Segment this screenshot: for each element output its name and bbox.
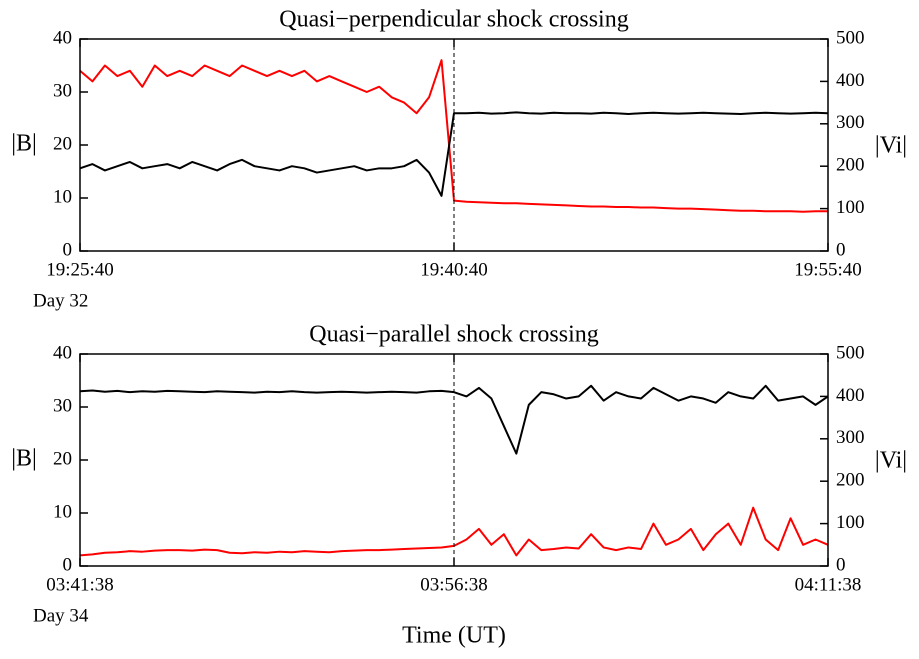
y2-tick-label: 0 [836, 239, 846, 260]
y2-tick-label: 200 [836, 155, 865, 176]
y-tick-label: 20 [53, 448, 72, 469]
y2-tick-label: 200 [836, 470, 865, 491]
y2-axis-label: |Vi| [875, 133, 907, 159]
x-tick-label: 04:11:38 [795, 574, 862, 595]
x-axis-label: Time (UT) [402, 623, 506, 649]
y-tick-label: 30 [53, 395, 72, 416]
y-tick-label: 10 [53, 501, 72, 522]
y2-tick-label: 300 [836, 427, 865, 448]
day-label: Day 32 [33, 290, 88, 311]
y2-tick-label: 500 [836, 342, 865, 363]
day-label: Day 34 [33, 605, 89, 626]
x-tick-label: 03:56:38 [420, 574, 488, 595]
y2-tick-label: 100 [836, 512, 865, 533]
y-tick-label: 40 [53, 27, 72, 48]
y-tick-label: 30 [53, 80, 72, 101]
y-tick-label: 20 [53, 133, 72, 154]
y2-tick-label: 400 [836, 70, 865, 91]
x-tick-label: 19:40:40 [420, 259, 488, 280]
y-tick-label: 10 [53, 186, 72, 207]
y2-tick-label: 0 [836, 554, 846, 575]
chart-title: Quasi−perpendicular shock crossing [279, 7, 628, 33]
y-axis-label: |B| [11, 446, 37, 472]
y2-tick-label: 400 [836, 385, 865, 406]
y-tick-label: 0 [63, 239, 73, 260]
y2-tick-label: 100 [836, 197, 865, 218]
y-axis-label: |B| [11, 131, 37, 157]
y2-axis-label: |Vi| [875, 448, 907, 474]
y2-tick-label: 500 [836, 27, 865, 48]
y-tick-label: 40 [53, 342, 72, 363]
y2-tick-label: 300 [836, 112, 865, 133]
x-tick-label: 19:25:40 [46, 259, 114, 280]
x-tick-label: 03:41:38 [46, 574, 114, 595]
chart-title: Quasi−parallel shock crossing [309, 322, 598, 348]
data-line [79, 111, 829, 197]
x-tick-label: 19:55:40 [794, 259, 862, 280]
y-tick-label: 0 [63, 554, 73, 575]
